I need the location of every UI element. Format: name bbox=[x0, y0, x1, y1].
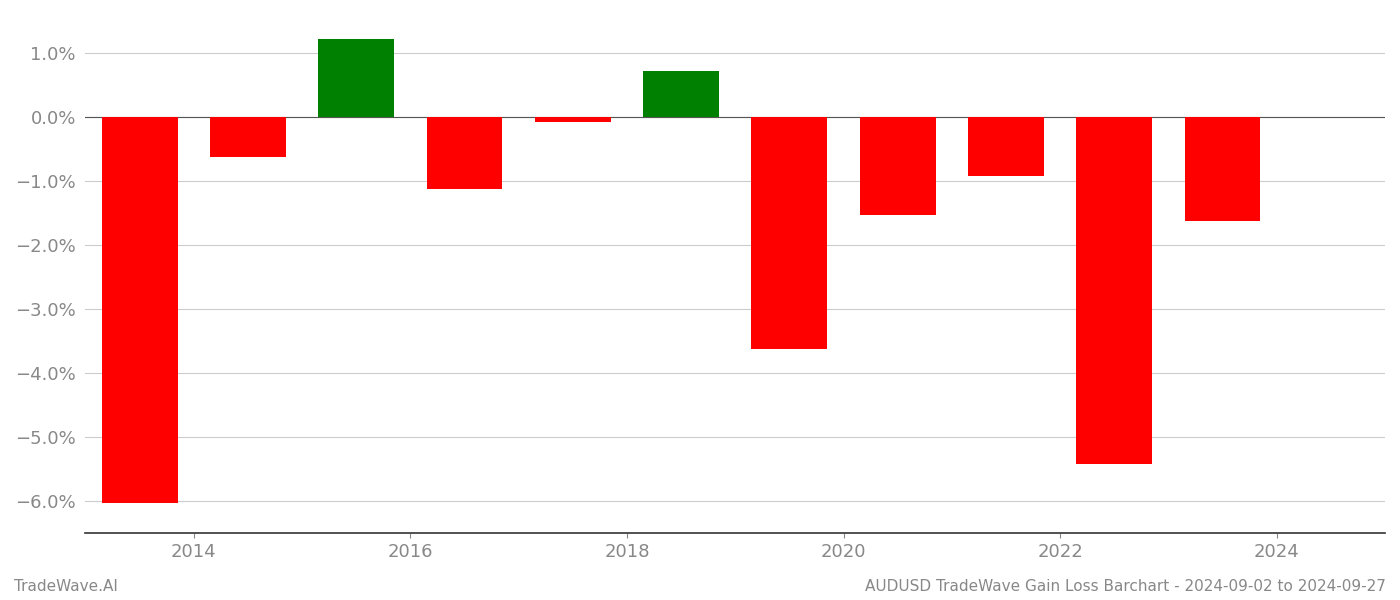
Bar bbox=[427, 118, 503, 189]
Bar bbox=[752, 118, 827, 349]
Text: AUDUSD TradeWave Gain Loss Barchart - 2024-09-02 to 2024-09-27: AUDUSD TradeWave Gain Loss Barchart - 20… bbox=[865, 579, 1386, 594]
Bar bbox=[210, 118, 286, 157]
Bar bbox=[535, 118, 610, 122]
Bar bbox=[643, 71, 720, 118]
Bar bbox=[102, 118, 178, 503]
Bar bbox=[1077, 118, 1152, 464]
Bar bbox=[860, 118, 935, 215]
Bar bbox=[967, 118, 1044, 176]
Bar bbox=[318, 40, 395, 118]
Text: TradeWave.AI: TradeWave.AI bbox=[14, 579, 118, 594]
Bar bbox=[1184, 118, 1260, 221]
